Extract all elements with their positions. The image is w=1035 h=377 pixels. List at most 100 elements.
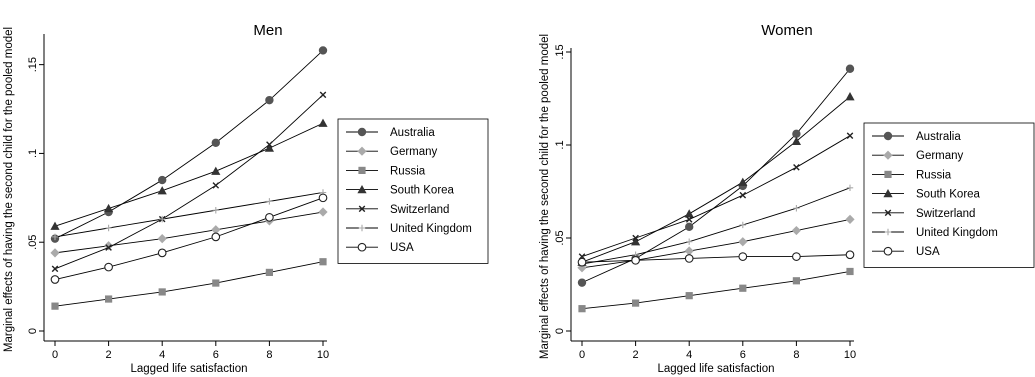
data-point [793, 164, 800, 171]
legend-marker [357, 127, 367, 137]
data-point [845, 250, 855, 260]
legend-entry: Australia [872, 131, 961, 143]
legend-marker [884, 209, 892, 217]
legend-label: Russia [390, 165, 426, 177]
legend-label: United Kingdom [916, 227, 998, 239]
legend-marker [883, 131, 893, 141]
data-point [738, 237, 748, 247]
legend-label: South Korea [390, 185, 455, 197]
x-axis-title: Lagged life satisfaction [658, 363, 775, 375]
series-line [581, 96, 851, 263]
data-point [845, 92, 855, 101]
data-point [793, 205, 800, 212]
chart-men: Men 0 .05 .1 .15 0 2 4 6 8 10 Lagged life satisfact… [3, 22, 489, 375]
series-line [54, 122, 324, 227]
data-point [157, 186, 167, 195]
series-line [581, 254, 851, 263]
data-point [319, 258, 327, 266]
data-point [686, 238, 693, 245]
legend-marker [358, 166, 366, 174]
series-line [54, 211, 324, 254]
y-tick-label: .1 [554, 140, 566, 149]
data-point [791, 225, 801, 236]
chart-title: Women [761, 22, 812, 39]
data-point [50, 275, 60, 284]
data-point [105, 224, 112, 232]
data-point [685, 216, 693, 223]
data-point [318, 118, 328, 127]
data-point [212, 207, 219, 214]
data-point [318, 193, 328, 203]
data-point [158, 288, 166, 296]
series-line [54, 192, 324, 238]
x-tick-label: 4 [159, 349, 165, 361]
series-united-kingdom [578, 184, 854, 268]
data-point [684, 246, 694, 256]
data-point [51, 265, 59, 273]
series-line [581, 218, 851, 269]
series-line [54, 261, 324, 307]
data-point [792, 277, 800, 285]
data-point [739, 221, 746, 229]
series-line [54, 197, 324, 280]
data-point [104, 203, 114, 213]
data-point [104, 262, 113, 272]
x-tick-label: 10 [317, 349, 329, 361]
legend-label: Germany [390, 146, 438, 158]
data-point [212, 182, 220, 189]
data-point [739, 284, 747, 292]
data-point [265, 95, 274, 105]
series-usa [577, 250, 855, 267]
series-switzerland [51, 91, 327, 273]
data-point [846, 184, 854, 191]
series-line [54, 50, 324, 240]
data-point [159, 215, 166, 223]
legend-marker [883, 246, 893, 256]
series-switzerland [578, 132, 854, 260]
series-line [54, 94, 324, 270]
legend-marker [884, 228, 892, 236]
data-point [631, 255, 640, 265]
chart-women: Women 0 .05 .1 .15 0 2 4 6 8 10 Lagged life satisfa… [539, 22, 1035, 375]
data-point [631, 237, 641, 246]
data-point [684, 209, 694, 218]
y-axis-title: Marginal effects of having the second ch… [3, 27, 15, 352]
legend-label: Switzerland [916, 208, 975, 220]
series-australia [577, 64, 855, 287]
series-united-kingdom [51, 189, 327, 241]
data-point [105, 295, 113, 303]
series-line [581, 135, 851, 258]
legend-marker [883, 189, 893, 198]
legend-entry: Russia [872, 169, 952, 181]
data-point [846, 132, 854, 139]
data-point [632, 299, 640, 307]
legend-label: Germany [916, 150, 964, 162]
data-point [792, 252, 801, 261]
legend: Australia Germany Russia South Korea Switzer… [337, 118, 489, 264]
data-point [739, 191, 747, 199]
chart-title: Men [253, 22, 282, 39]
legend-marker [883, 150, 893, 160]
legend-marker [357, 185, 367, 194]
y-axis-title: Marginal effects of having the second ch… [539, 34, 551, 359]
data-point [319, 91, 327, 99]
data-point [845, 64, 855, 73]
data-point [578, 305, 586, 313]
legend-entry: South Korea [346, 185, 455, 197]
data-point [577, 257, 587, 267]
x-tick-label: 2 [106, 349, 112, 361]
x-tick-label: 2 [633, 349, 639, 361]
data-point [211, 166, 221, 175]
data-point [846, 267, 854, 276]
series-russia [51, 258, 327, 310]
y-tick-label: .1 [27, 149, 39, 158]
data-point [211, 138, 220, 147]
data-point [265, 213, 274, 222]
legend-label: Australia [390, 127, 435, 139]
x-tick-label: 10 [844, 349, 856, 361]
y-tick-label: .05 [554, 230, 566, 245]
y-tick-label: 0 [27, 328, 39, 334]
series-russia [578, 267, 854, 313]
data-point [50, 221, 60, 230]
